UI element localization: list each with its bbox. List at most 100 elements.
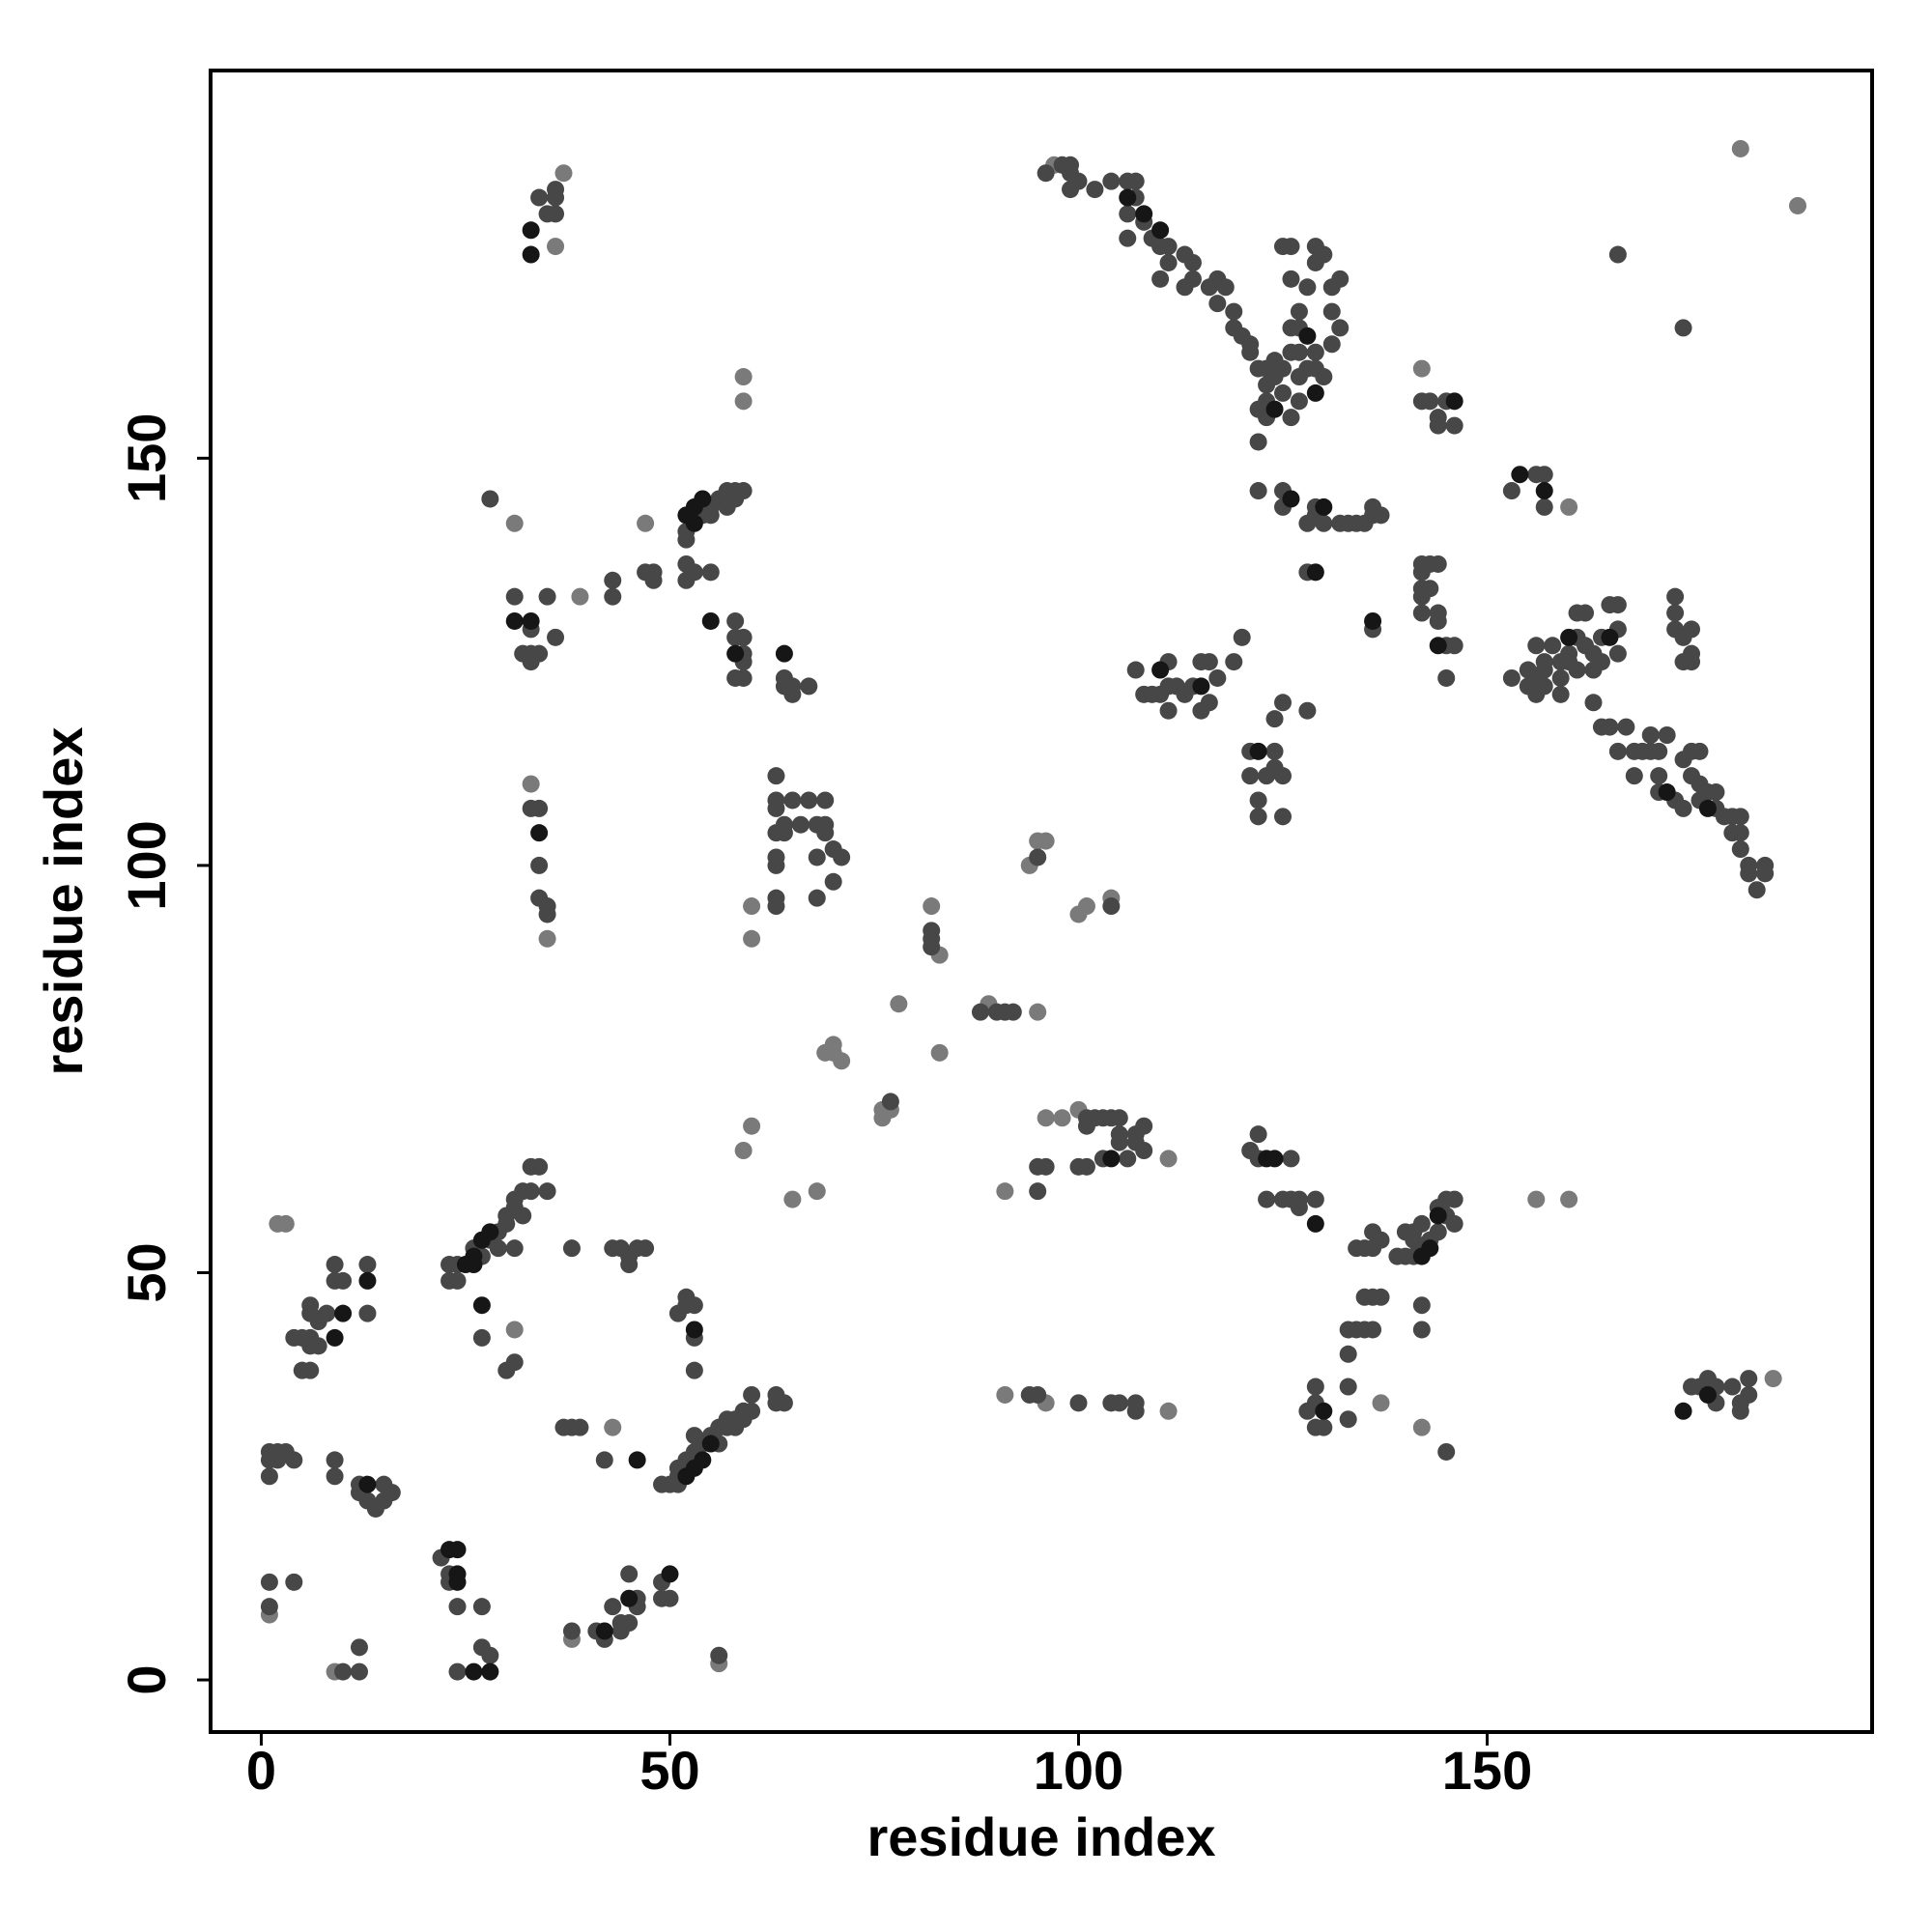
point — [358, 1256, 377, 1274]
point — [522, 1182, 540, 1201]
point — [783, 685, 802, 703]
point — [1249, 482, 1267, 500]
point — [1372, 1394, 1390, 1412]
point — [1274, 767, 1293, 785]
y-tick-label: 100 — [116, 820, 177, 910]
point — [1119, 1150, 1137, 1168]
point — [767, 897, 785, 916]
point — [1511, 466, 1529, 484]
point — [1560, 1190, 1578, 1208]
point — [1029, 1182, 1047, 1201]
x-tick-label: 0 — [246, 1740, 276, 1801]
point — [685, 1321, 703, 1339]
point — [1200, 694, 1218, 712]
point — [301, 1337, 320, 1355]
point — [1102, 172, 1121, 190]
point — [1608, 644, 1627, 663]
point — [1731, 824, 1749, 842]
y-axis-title: residue index — [33, 726, 94, 1075]
point — [1102, 897, 1121, 916]
point — [1282, 1150, 1300, 1168]
point — [1258, 1150, 1276, 1168]
point — [1282, 270, 1300, 288]
point — [562, 1622, 581, 1640]
point — [1372, 1288, 1390, 1306]
point — [1535, 661, 1553, 679]
point — [334, 1662, 353, 1681]
point — [1208, 295, 1227, 313]
point — [824, 1036, 842, 1054]
point — [1315, 514, 1333, 532]
point — [628, 1451, 646, 1469]
point — [448, 1598, 467, 1616]
point — [1102, 1150, 1121, 1168]
point — [1265, 400, 1284, 418]
point — [326, 1256, 344, 1274]
point — [1249, 1125, 1267, 1144]
point — [833, 1052, 851, 1070]
point — [326, 1328, 344, 1347]
point — [1339, 1410, 1357, 1429]
point — [620, 1256, 639, 1274]
point — [1535, 677, 1553, 696]
point — [1551, 685, 1570, 703]
point — [260, 1598, 278, 1616]
point — [505, 1353, 524, 1372]
point — [1560, 497, 1578, 516]
point — [833, 848, 851, 867]
point — [701, 563, 720, 582]
point — [620, 1589, 639, 1607]
point — [260, 1573, 278, 1591]
point — [1225, 653, 1243, 671]
point — [1674, 799, 1692, 817]
point — [448, 1271, 467, 1290]
point — [685, 1427, 703, 1445]
point — [301, 1296, 320, 1315]
point — [547, 181, 565, 199]
point — [1445, 1190, 1463, 1208]
point — [1560, 628, 1578, 646]
point — [1674, 751, 1692, 769]
point — [1290, 302, 1308, 321]
point — [1306, 563, 1324, 582]
point — [685, 1361, 703, 1379]
point — [1265, 710, 1284, 728]
point — [530, 1157, 549, 1176]
point — [472, 1328, 491, 1347]
point — [465, 1256, 483, 1274]
point — [1731, 808, 1749, 826]
point — [562, 1239, 581, 1258]
point — [1200, 653, 1218, 671]
point — [743, 897, 761, 916]
point — [276, 1214, 295, 1233]
point — [767, 856, 785, 874]
point — [318, 1304, 336, 1322]
point — [604, 1418, 622, 1436]
point — [1298, 701, 1317, 720]
point — [383, 1484, 401, 1502]
point — [816, 791, 835, 810]
point — [1037, 832, 1055, 850]
point — [1159, 238, 1178, 256]
point — [505, 1239, 524, 1258]
point — [1666, 587, 1685, 606]
point — [350, 1662, 368, 1681]
point — [1029, 1385, 1047, 1404]
point — [1445, 637, 1463, 655]
point — [767, 767, 785, 785]
point — [1159, 1402, 1178, 1420]
point — [743, 1402, 761, 1420]
point — [301, 1361, 320, 1379]
x-axis-title: residue index — [867, 1806, 1215, 1867]
point — [1151, 221, 1170, 240]
point — [1274, 238, 1293, 256]
point — [1412, 359, 1431, 378]
point — [1544, 637, 1562, 655]
point — [1421, 580, 1439, 598]
point — [1412, 1418, 1431, 1436]
point — [1756, 865, 1775, 883]
point — [505, 1321, 524, 1339]
point — [1274, 384, 1293, 402]
point — [481, 1223, 499, 1241]
point — [1445, 416, 1463, 435]
